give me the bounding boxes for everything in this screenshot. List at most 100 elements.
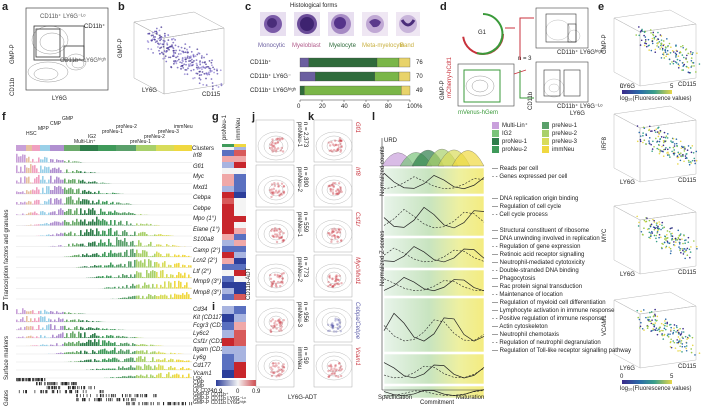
heat-cell	[222, 234, 234, 240]
scatter-point	[671, 238, 673, 241]
expression-bar	[92, 253, 94, 257]
gene-label: Itgam (CD11b)	[193, 347, 232, 353]
panel-e-scale-tick: 5	[670, 374, 674, 380]
expression-bar	[56, 214, 58, 215]
panel-e-scale-label: log₁₀(Fluorescence values)	[620, 96, 692, 102]
scatter-point	[654, 48, 657, 51]
scatter-point	[673, 327, 675, 329]
panel-f-lineage-label: preNeu-2	[144, 134, 165, 140]
scatter-point	[682, 65, 685, 67]
expression-bar	[82, 266, 84, 268]
gate-tick	[41, 378, 42, 382]
expression-bar	[96, 193, 98, 194]
panel-a-x-label: LY6G	[52, 96, 67, 102]
gate-tick	[26, 378, 27, 382]
expression-bar	[110, 211, 112, 215]
expression-bar	[100, 337, 102, 338]
expression-bar	[146, 251, 148, 257]
scatter-point	[187, 67, 189, 70]
expression-bar	[142, 359, 144, 362]
expression-bar	[62, 172, 64, 173]
expression-bar	[154, 224, 156, 226]
scatter-point	[670, 338, 672, 341]
gate-tick	[25, 390, 26, 394]
expression-bar	[182, 374, 184, 378]
scatter-point	[677, 237, 680, 240]
expression-bar	[102, 218, 104, 226]
expression-bar	[78, 179, 80, 184]
expression-bar	[124, 343, 126, 346]
heat-cell	[234, 354, 246, 362]
scatter-point	[672, 51, 675, 53]
expression-bar	[78, 221, 80, 226]
gate-tick	[22, 378, 23, 382]
expression-bar	[68, 327, 70, 330]
heat-cell	[222, 306, 234, 314]
expression-bar	[104, 340, 106, 346]
expression-bar	[78, 214, 80, 215]
expression-bar	[72, 319, 74, 322]
expression-bar	[60, 160, 62, 163]
expression-bar	[72, 161, 74, 163]
expression-bar	[68, 196, 70, 205]
panel-d-gate-plot-bottom	[535, 61, 589, 103]
expression-bar	[184, 377, 186, 378]
scatter-point	[679, 51, 682, 54]
expression-bar	[146, 361, 148, 362]
gate-tick	[101, 390, 103, 394]
scatter-point	[651, 150, 653, 152]
scatter-point	[651, 40, 654, 43]
scatter-point	[675, 138, 678, 140]
scatter-point	[637, 316, 640, 319]
scatter-point	[645, 42, 648, 45]
expression-bar	[42, 211, 44, 215]
expression-bar	[78, 352, 80, 354]
expression-bar	[102, 211, 104, 215]
scatter-point	[676, 326, 678, 329]
scatter-point	[689, 161, 692, 163]
expression-bar	[100, 344, 102, 346]
expression-bar	[152, 296, 154, 299]
expression-bar	[22, 191, 24, 194]
scatter-point	[685, 57, 687, 59]
expression-bar	[104, 220, 106, 226]
expression-bar	[136, 350, 138, 354]
expression-bar	[138, 233, 140, 236]
expression-bar	[156, 359, 158, 362]
expression-bar	[152, 270, 154, 278]
panel-f-lineage-label: preNeu-3	[158, 129, 179, 135]
panel-l-term: - - Genes expressed per cell	[492, 174, 568, 180]
expression-bar	[110, 350, 112, 354]
expression-bar	[120, 367, 122, 370]
scatter-point	[200, 55, 203, 57]
expression-bar	[54, 198, 56, 205]
gate-tick	[23, 378, 25, 382]
heat-cell	[234, 192, 246, 198]
expression-bar	[84, 266, 86, 268]
scatter-point	[158, 43, 161, 46]
scatter-point	[196, 53, 199, 56]
scatter-point	[691, 159, 694, 162]
scatter-point	[216, 69, 218, 72]
scatter-point	[682, 46, 684, 49]
expression-bar	[132, 276, 134, 278]
gate-tick	[131, 398, 133, 402]
expression-bar	[120, 342, 122, 346]
expression-bar	[56, 176, 58, 184]
expression-bar	[134, 376, 136, 378]
gate-tick	[46, 390, 48, 394]
scatter-point	[660, 136, 663, 138]
expression-bar	[70, 329, 72, 330]
gate-tick	[71, 382, 72, 386]
expression-bar	[78, 244, 80, 247]
expression-bar	[170, 274, 172, 278]
scatter-point	[653, 314, 656, 317]
gate-tick	[40, 378, 42, 382]
panel-l-legend-item: immNeu	[542, 146, 574, 153]
expression-bar	[118, 286, 120, 289]
expression-bar	[84, 210, 86, 215]
expression-bar	[126, 221, 128, 226]
panel-f-lineage-label: HSC	[26, 131, 37, 137]
expression-bar	[118, 298, 120, 299]
expression-bar	[176, 255, 178, 257]
